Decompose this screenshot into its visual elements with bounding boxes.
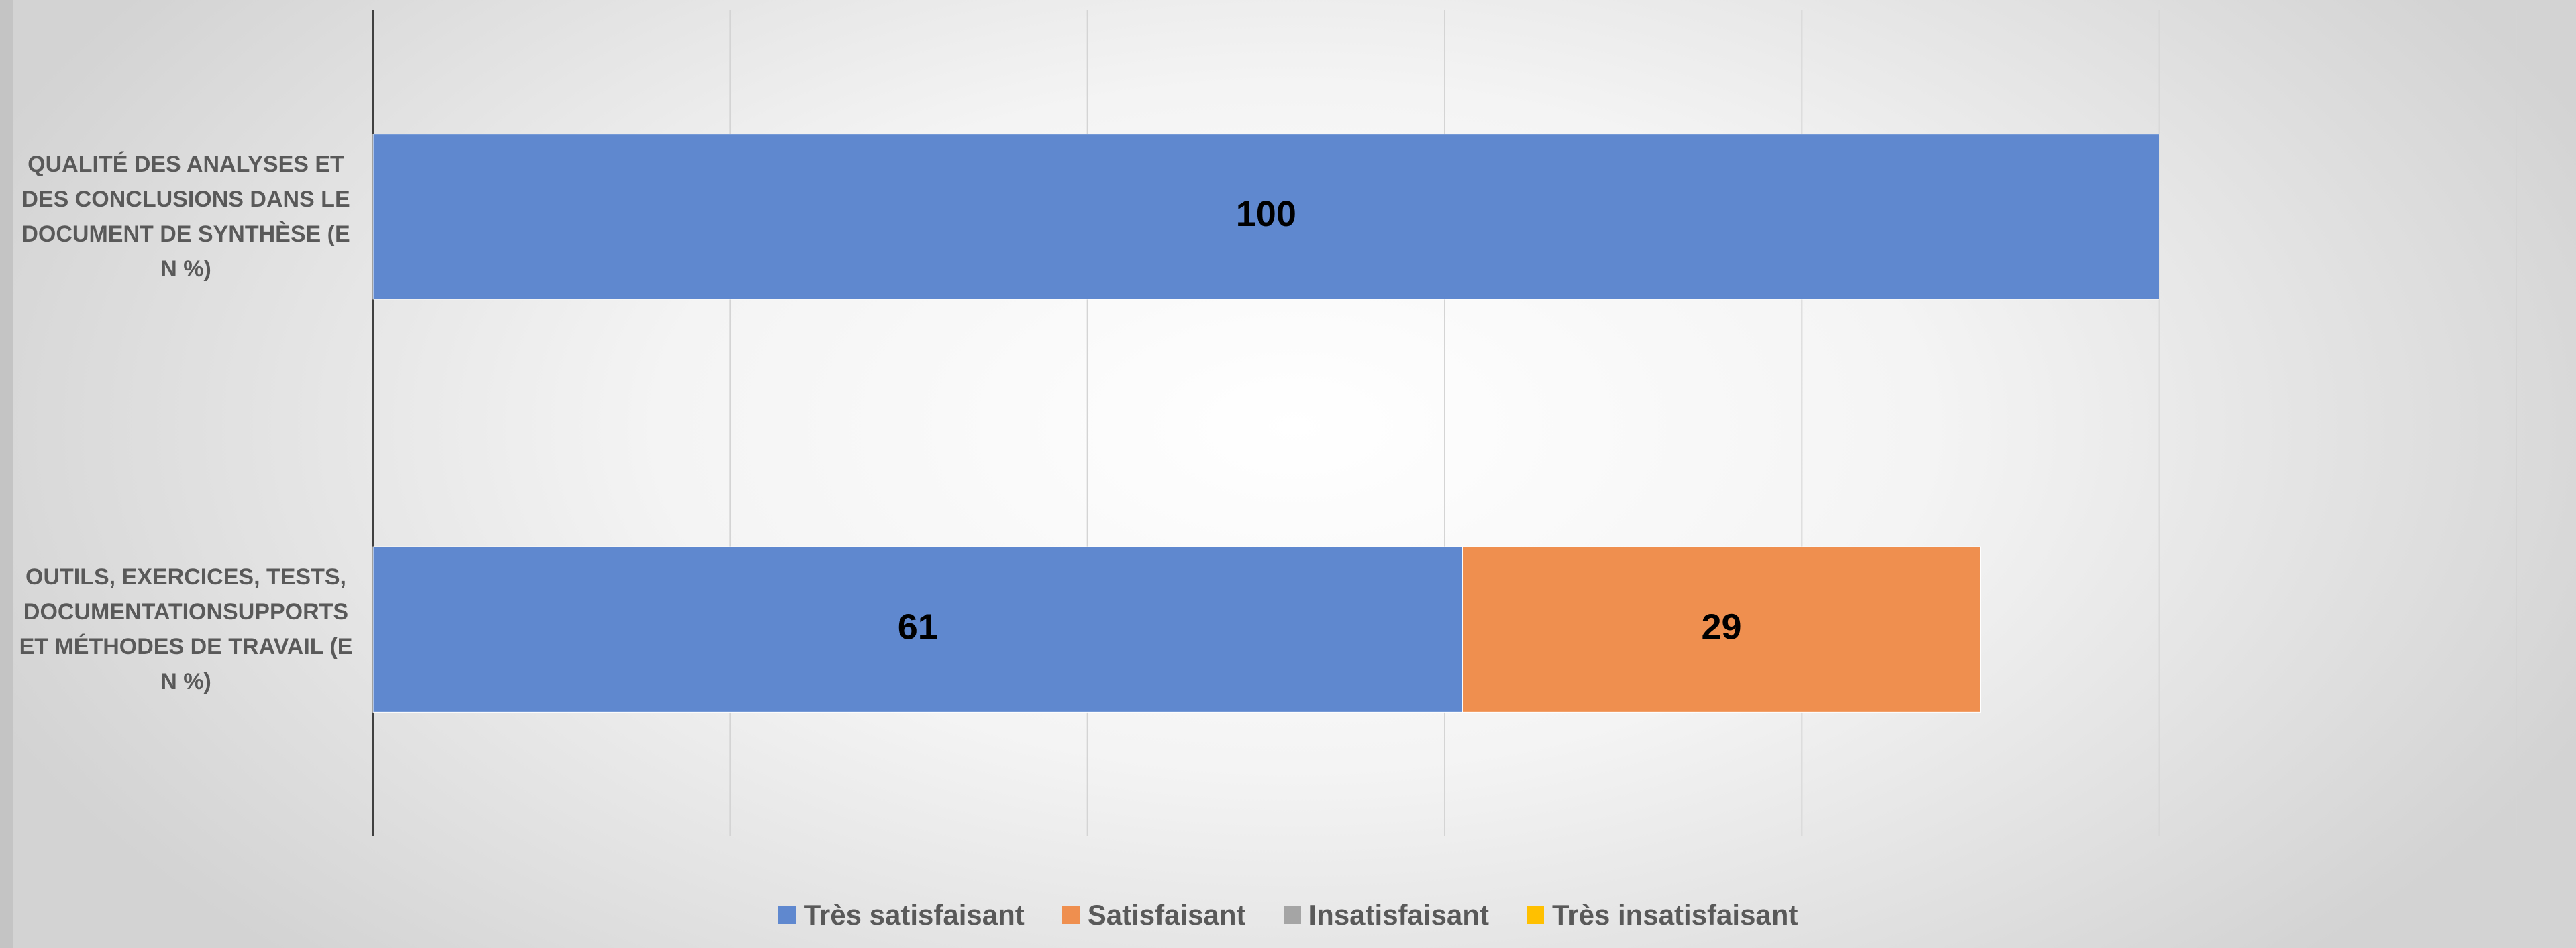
bar-segment [1462,546,1981,713]
legend-swatch [778,906,796,924]
legend-label: Très satisfaisant [803,899,1025,931]
legend-swatch [1526,906,1544,924]
legend-swatch [1062,906,1080,924]
category-label: QUALITÉ DES ANALYSES ET DES CONCLUSIONS … [21,151,350,282]
legend-swatch [1283,906,1301,924]
legend-item: Insatisfaisant [1283,899,1489,931]
bar-segment [372,546,1463,713]
legend-label: Insatisfaisant [1308,899,1489,931]
bar-segment [372,134,2160,300]
legend-label: Très insatisfaisant [1551,899,1798,931]
legend-item: Très satisfaisant [778,899,1025,931]
data-label: 29 [1702,607,1742,647]
category-label: OUTILS, EXERCICES, TESTS, DOCUMENTATIONS… [19,564,353,695]
data-label: 61 [898,607,938,647]
data-label: 100 [1236,194,1296,234]
legend: Très satisfaisant Satisfaisant Insatisfais… [0,899,2576,931]
legend-item: Très insatisfaisant [1526,899,1798,931]
legend-item: Satisfaisant [1062,899,1246,931]
legend-label: Satisfaisant [1087,899,1246,931]
